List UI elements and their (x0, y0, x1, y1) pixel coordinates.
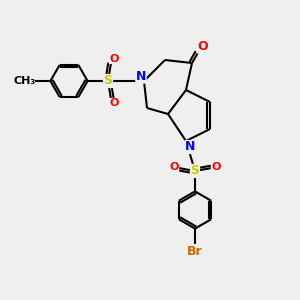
Text: O: O (197, 40, 208, 53)
Text: Br: Br (187, 244, 203, 258)
Text: O: O (109, 53, 119, 64)
Text: S: S (190, 164, 200, 178)
Text: O: O (211, 161, 221, 172)
Text: S: S (103, 74, 112, 88)
Text: O: O (169, 161, 179, 172)
Text: N: N (136, 70, 146, 83)
Text: O: O (109, 98, 119, 109)
Text: N: N (185, 140, 196, 154)
Text: CH₃: CH₃ (14, 76, 36, 86)
